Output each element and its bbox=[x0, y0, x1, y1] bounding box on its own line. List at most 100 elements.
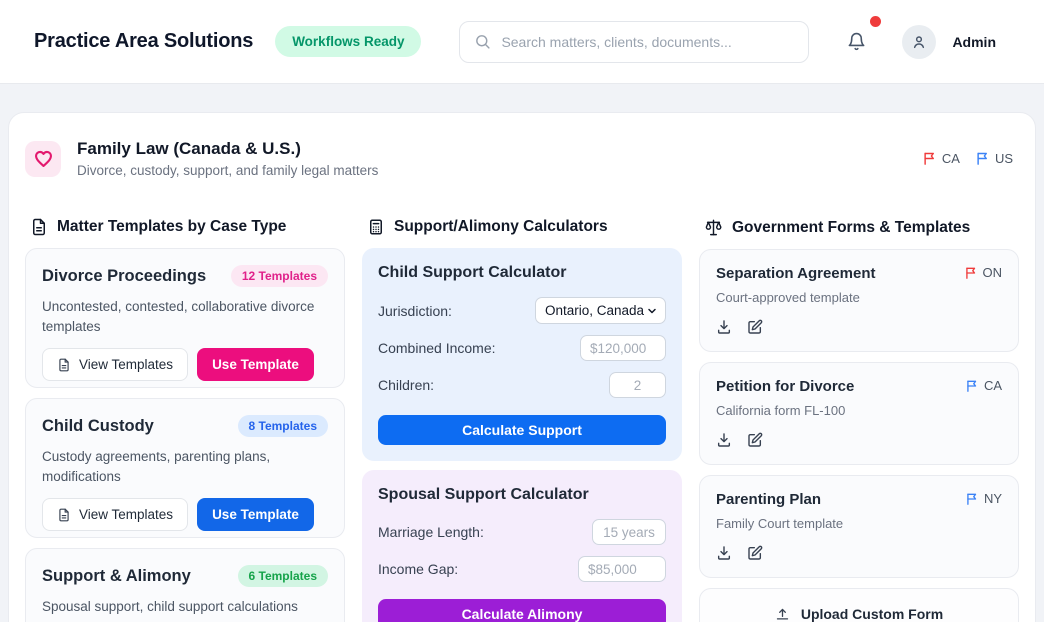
edit-icon bbox=[748, 319, 763, 334]
download-icon bbox=[717, 433, 731, 447]
flag-code: ON bbox=[982, 265, 1003, 280]
form-card-petition-divorce: Petition for Divorce CA California form … bbox=[699, 362, 1019, 465]
template-count-badge: 6 Templates bbox=[237, 565, 328, 587]
jurisdiction-value: Ontario, Canada bbox=[545, 303, 645, 318]
practice-area-subtitle: Divorce, custody, support, and family le… bbox=[77, 163, 379, 178]
edit-icon bbox=[748, 545, 763, 560]
form-title: Petition for Divorce bbox=[716, 378, 855, 395]
income-gap-label: Income Gap: bbox=[378, 561, 459, 577]
card-description: Custody agreements, parenting plans, mod… bbox=[42, 449, 271, 484]
calculators-column: Support/Alimony Calculators Child Suppor… bbox=[362, 218, 682, 622]
form-title: Parenting Plan bbox=[716, 491, 822, 508]
income-gap-input[interactable] bbox=[578, 556, 666, 582]
calculate-alimony-button[interactable]: Calculate Alimony bbox=[378, 599, 666, 622]
section-title: Support/Alimony Calculators bbox=[394, 218, 608, 235]
scales-icon bbox=[704, 218, 723, 237]
combined-income-label: Combined Income: bbox=[378, 340, 496, 356]
document-icon bbox=[57, 508, 71, 522]
form-subtitle: California form FL-100 bbox=[716, 403, 846, 418]
calculators-section-header: Support/Alimony Calculators bbox=[362, 218, 682, 236]
flag-chip-us: US bbox=[975, 151, 1013, 166]
avatar[interactable] bbox=[902, 24, 937, 59]
edit-icon bbox=[748, 432, 763, 447]
search-input[interactable] bbox=[501, 33, 795, 50]
section-title: Matter Templates by Case Type bbox=[57, 218, 287, 235]
flag-code: CA bbox=[983, 378, 1002, 393]
download-button[interactable] bbox=[716, 432, 732, 448]
template-count-badge: 12 Templates bbox=[230, 265, 328, 287]
notifications-button[interactable] bbox=[847, 16, 882, 51]
app-header: Practice Area Solutions Workflows Ready … bbox=[0, 0, 1044, 84]
search-icon bbox=[474, 33, 491, 50]
flag-icon bbox=[965, 492, 979, 506]
flag-code: CA bbox=[941, 151, 960, 166]
view-templates-label: View Templates bbox=[79, 507, 174, 523]
view-templates-button[interactable]: View Templates bbox=[42, 348, 189, 382]
edit-button[interactable] bbox=[747, 319, 763, 335]
flag-icon bbox=[964, 266, 978, 280]
form-card-parenting-plan: Parenting Plan NY Family Court template bbox=[699, 475, 1019, 578]
template-card-divorce: Divorce Proceedings 12 Templates Unconte… bbox=[25, 248, 345, 388]
calculator-title: Child Support Calculator bbox=[378, 264, 567, 281]
templates-column: Matter Templates by Case Type Divorce Pr… bbox=[25, 218, 345, 622]
download-button[interactable] bbox=[716, 319, 732, 335]
practice-area-header: Family Law (Canada & U.S.) Divorce, cust… bbox=[25, 139, 1019, 178]
calculator-icon bbox=[367, 218, 385, 236]
calculate-support-button[interactable]: Calculate Support bbox=[378, 415, 666, 445]
form-title: Separation Agreement bbox=[716, 265, 876, 282]
flag-chip-ca: CA bbox=[922, 151, 960, 166]
template-card-custody: Child Custody 8 Templates Custody agreem… bbox=[25, 398, 345, 538]
edit-button[interactable] bbox=[747, 545, 763, 561]
form-flag-chip: CA bbox=[965, 378, 1002, 393]
download-icon bbox=[717, 320, 731, 334]
practice-area-tile bbox=[25, 140, 61, 177]
page-title: Practice Area Solutions bbox=[34, 30, 254, 52]
form-subtitle: Court-approved template bbox=[716, 290, 860, 305]
view-templates-button[interactable]: View Templates bbox=[42, 498, 189, 532]
practice-area-title: Family Law (Canada & U.S.) bbox=[77, 139, 301, 158]
card-title: Divorce Proceedings bbox=[42, 266, 207, 285]
template-card-support: Support & Alimony 6 Templates Spousal su… bbox=[25, 548, 345, 622]
user-icon bbox=[911, 34, 927, 50]
use-template-button[interactable]: Use Template bbox=[197, 348, 314, 382]
form-card-separation-agreement: Separation Agreement ON Court-approved t… bbox=[699, 249, 1019, 352]
document-icon bbox=[57, 358, 71, 372]
combined-income-input[interactable] bbox=[580, 335, 666, 361]
use-template-button[interactable]: Use Template bbox=[197, 498, 314, 532]
form-flag-chip: NY bbox=[965, 491, 1002, 506]
user-name: Admin bbox=[952, 33, 996, 50]
upload-custom-form-label: Upload Custom Form bbox=[800, 606, 944, 622]
calculator-title: Spousal Support Calculator bbox=[378, 486, 589, 503]
card-description: Spousal support, child support calculati… bbox=[42, 599, 298, 614]
child-support-calculator: Child Support Calculator Jurisdiction: O… bbox=[362, 248, 682, 461]
marriage-length-label: Marriage Length: bbox=[378, 524, 484, 540]
global-search[interactable] bbox=[459, 20, 810, 63]
notification-dot bbox=[870, 16, 882, 27]
flag-icon bbox=[965, 379, 979, 393]
children-label: Children: bbox=[378, 377, 435, 393]
view-templates-label: View Templates bbox=[79, 357, 174, 373]
download-button[interactable] bbox=[716, 545, 732, 561]
card-title: Support & Alimony bbox=[42, 566, 191, 585]
card-description: Uncontested, contested, collaborative di… bbox=[42, 299, 315, 334]
family-law-panel: Family Law (Canada & U.S.) Divorce, cust… bbox=[8, 112, 1036, 622]
document-icon bbox=[30, 218, 48, 236]
marriage-length-input[interactable] bbox=[592, 519, 666, 545]
upload-custom-form-button[interactable]: Upload Custom Form bbox=[699, 588, 1019, 622]
section-title: Government Forms & Templates bbox=[732, 218, 971, 236]
bell-icon bbox=[847, 32, 866, 51]
edit-button[interactable] bbox=[747, 432, 763, 448]
flag-code: US bbox=[994, 151, 1013, 166]
forms-section-header: Government Forms & Templates bbox=[699, 218, 1019, 237]
form-subtitle: Family Court template bbox=[716, 516, 844, 531]
children-input[interactable] bbox=[609, 372, 666, 398]
flag-icon bbox=[975, 151, 990, 166]
upload-icon bbox=[775, 607, 790, 622]
jurisdiction-label: Jurisdiction: bbox=[378, 302, 452, 319]
jurisdiction-select[interactable]: Ontario, Canada bbox=[535, 297, 666, 324]
workflows-ready-badge: Workflows Ready bbox=[275, 26, 422, 57]
forms-column: Government Forms & Templates Separation … bbox=[699, 218, 1019, 622]
templates-section-header: Matter Templates by Case Type bbox=[25, 218, 345, 236]
spousal-support-calculator: Spousal Support Calculator Marriage Leng… bbox=[362, 470, 682, 622]
jurisdiction-flags: CA US bbox=[922, 151, 1019, 166]
